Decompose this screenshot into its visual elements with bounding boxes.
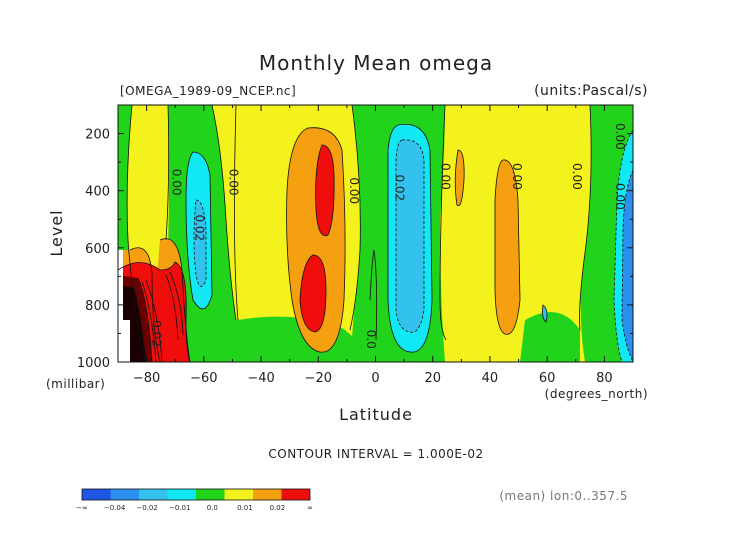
chart-title: Monthly Mean omega bbox=[259, 51, 493, 75]
contour-label: 0.0 bbox=[364, 330, 378, 349]
contour-plot-area: 0.00 0.000.020.00 0.02 0.00 0.00 0.000.000.00… bbox=[118, 105, 633, 362]
colorbar-frame bbox=[81, 488, 311, 501]
field-orange-nh-small bbox=[455, 150, 465, 206]
x-tick-label: −80 bbox=[133, 371, 160, 386]
x-axis-label: Latitude bbox=[339, 405, 413, 424]
colorbar-label: −∞ bbox=[76, 504, 88, 512]
colorbar-label: 0.02 bbox=[270, 504, 286, 512]
contour-label: 0.00 bbox=[570, 163, 584, 190]
mean-note: (mean) lon:0..357.5 bbox=[499, 489, 628, 503]
contour-label: 0.02 bbox=[192, 214, 206, 241]
field-blue-nh-pole-core bbox=[622, 170, 633, 362]
file-label: [OMEGA_1989-09_NCEP.nc] bbox=[120, 84, 296, 98]
field-green-band-sh-subtropics bbox=[150, 105, 445, 362]
contour-label: 0.02 bbox=[393, 174, 407, 201]
x-tick-label: 40 bbox=[482, 371, 499, 386]
x-axis: −80 −60 −40 −20 0 20 40 60 80 bbox=[117, 105, 634, 386]
colorbar-label: −0.04 bbox=[104, 504, 126, 512]
x-unit-label: (degrees_north) bbox=[545, 387, 648, 401]
colorbar-label: −0.02 bbox=[136, 504, 157, 512]
field-missing-white bbox=[118, 320, 130, 362]
contour-label-group: 0.00 0.000.020.00 0.02 0.00 0.00 0.000.000.00… bbox=[149, 123, 627, 349]
contour-lines bbox=[118, 105, 633, 362]
field-red-sh-lower bbox=[300, 255, 326, 332]
colorbar-swatch bbox=[167, 489, 196, 500]
field-yellow-sh-polar bbox=[127, 105, 169, 264]
colorbar-swatch bbox=[196, 489, 225, 500]
contour-label: 0.00 bbox=[227, 169, 241, 196]
x-tick-label: −60 bbox=[190, 371, 217, 386]
contour-label: 0.00 bbox=[613, 123, 627, 150]
contour-label: 0.02 bbox=[149, 320, 163, 347]
contour-label: 0.00 bbox=[169, 169, 183, 196]
colorbar-label: −0.01 bbox=[169, 504, 190, 512]
contour-label: 0.00 bbox=[438, 163, 452, 190]
x-tick-label: −20 bbox=[305, 371, 332, 386]
x-tick-label: 80 bbox=[596, 371, 613, 386]
field-orange-nh-mid bbox=[495, 159, 520, 335]
colorbar-swatch bbox=[281, 489, 310, 500]
field-missing-white-2 bbox=[118, 250, 123, 320]
colorbar-label: 0.0 bbox=[207, 504, 218, 512]
contour-label: 0.00 bbox=[510, 163, 524, 190]
x-tick-label: 60 bbox=[539, 371, 556, 386]
y-tick-label: 1000 bbox=[77, 356, 110, 371]
units-label: (units:Pascal/s) bbox=[534, 83, 648, 99]
colorbar-swatch bbox=[110, 489, 139, 500]
contour-interval-text: CONTOUR INTERVAL = 1.000E-02 bbox=[268, 447, 483, 461]
colorbar: −∞ −0.04 −0.02 −0.01 0.0 0.01 0.02 ∞ bbox=[76, 488, 313, 512]
y-tick-label: 600 bbox=[85, 242, 110, 257]
y-tick-label: 400 bbox=[85, 185, 110, 200]
colorbar-swatch bbox=[82, 489, 111, 500]
colorbar-swatch bbox=[139, 489, 168, 500]
y-tick-label: 800 bbox=[85, 299, 110, 314]
x-tick-label: 20 bbox=[424, 371, 441, 386]
y-axis-label: Level bbox=[47, 209, 66, 256]
colorbar-label: ∞ bbox=[307, 504, 313, 512]
colorbar-label: 0.01 bbox=[237, 504, 253, 512]
y-unit-label: (millibar) bbox=[46, 377, 105, 391]
y-axis: 200 400 600 800 1000 bbox=[77, 104, 633, 371]
contour-label: 0.00 bbox=[613, 183, 627, 210]
x-tick-label: 0 bbox=[371, 371, 379, 386]
colorbar-swatch bbox=[253, 489, 282, 500]
contour-label: 0.00 bbox=[347, 177, 361, 204]
field-blue-equator bbox=[396, 139, 424, 333]
x-tick-label: −40 bbox=[247, 371, 274, 386]
colorbar-swatch bbox=[224, 489, 253, 500]
field-green-band-nh-mid bbox=[520, 312, 580, 362]
field-red-sh-upper bbox=[315, 145, 335, 236]
field-blue-sh bbox=[194, 200, 206, 287]
y-tick-label: 200 bbox=[85, 128, 110, 143]
